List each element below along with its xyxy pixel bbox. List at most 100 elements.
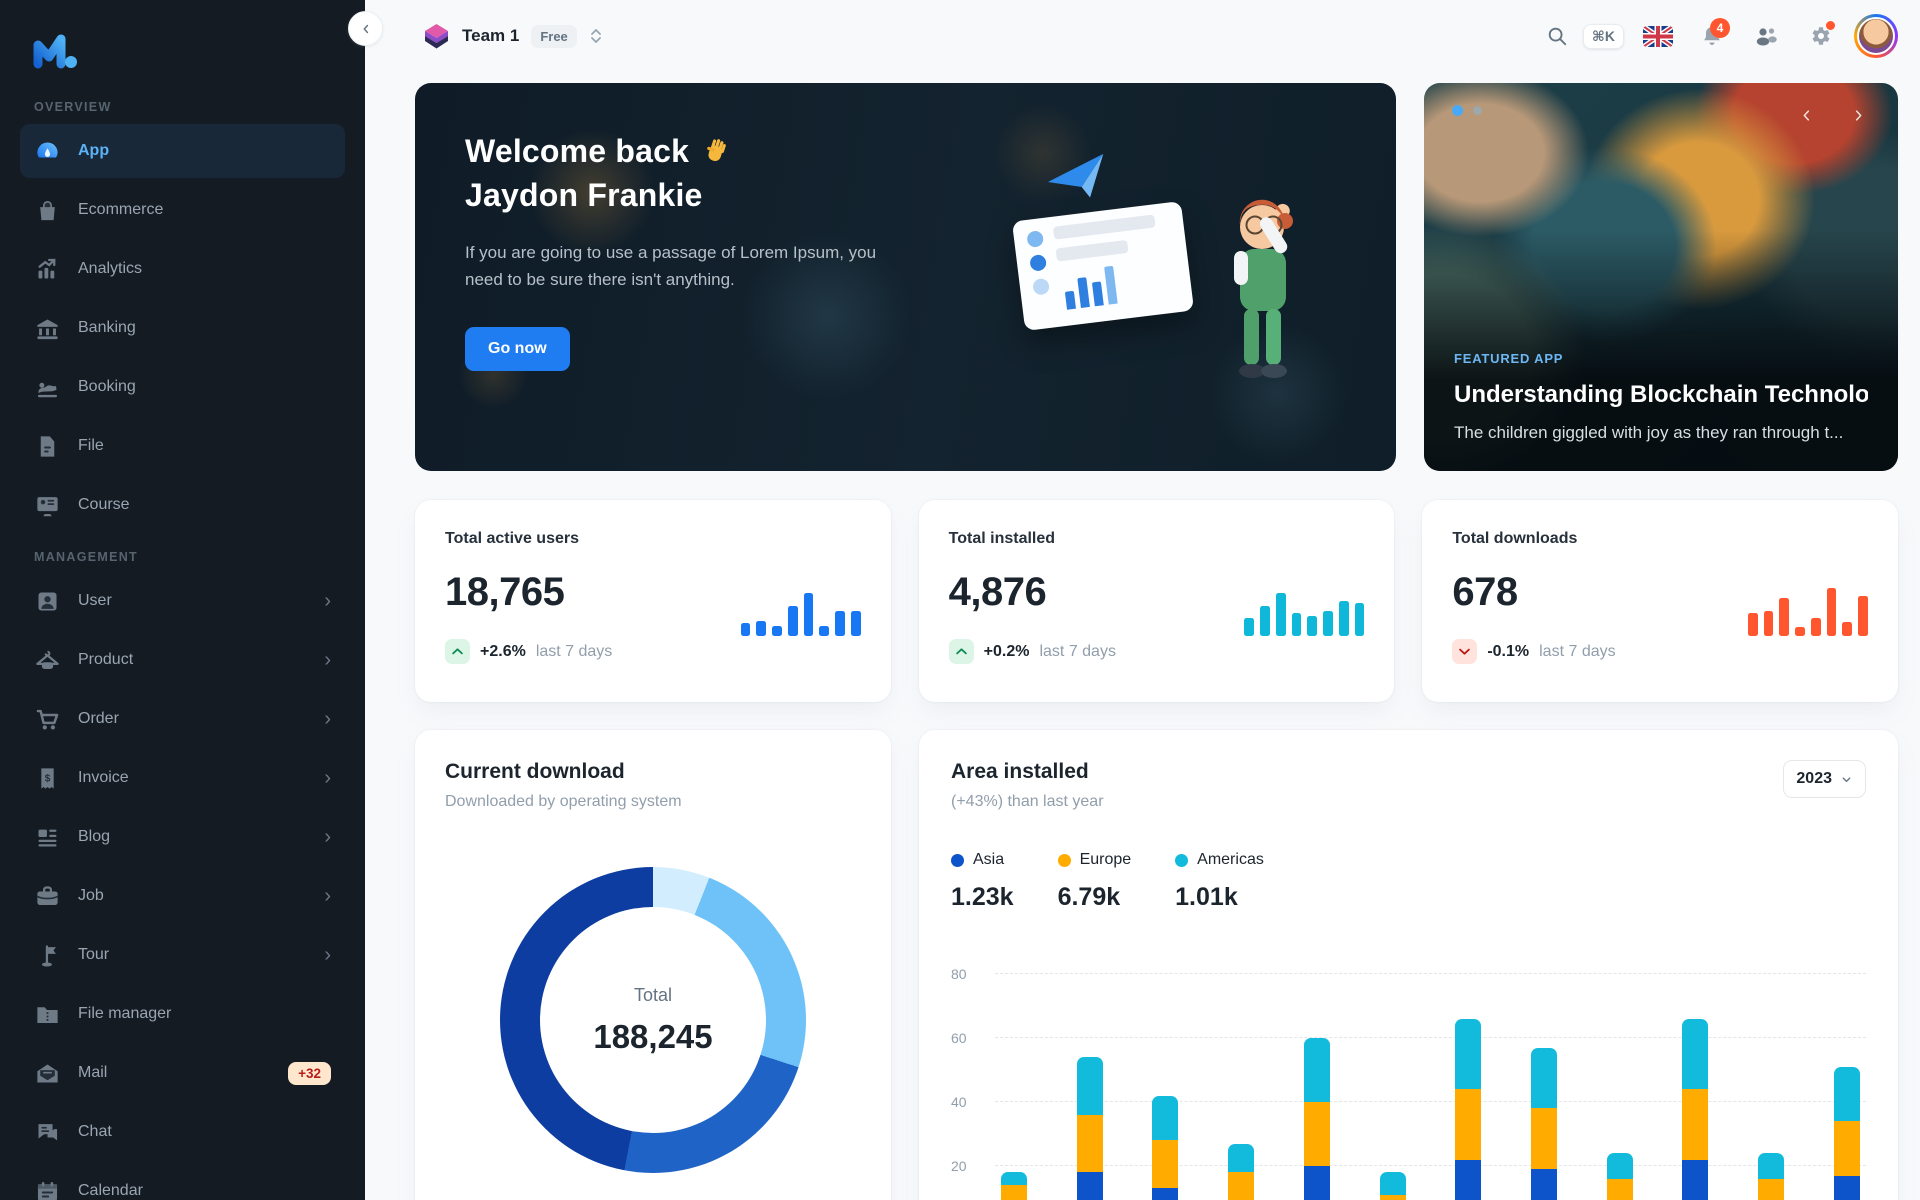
trend-down-icon: [1452, 639, 1478, 664]
shopping-bag-icon: [34, 197, 61, 224]
sidebar-item-label: Chat: [78, 1123, 112, 1140]
sidebar-item-label: App: [78, 142, 110, 159]
bar-segment-europe: [1228, 1172, 1255, 1200]
bar-segment-americas: [1379, 1172, 1406, 1195]
chevron-right-icon: ›: [324, 944, 331, 966]
language-button[interactable]: [1638, 16, 1678, 56]
featured-title[interactable]: Understanding Blockchain Technolo...: [1454, 381, 1868, 408]
chevron-right-icon: ›: [324, 826, 331, 848]
legend-item-americas[interactable]: Americas 1.01k: [1175, 851, 1264, 912]
contacts-button[interactable]: [1746, 16, 1786, 56]
main-area: Team 1 Free ⌘K: [365, 0, 1920, 1200]
sidebar-item-banking[interactable]: Banking: [20, 301, 345, 355]
legend-item-europe[interactable]: Europe 6.79k: [1057, 851, 1132, 912]
go-now-button[interactable]: Go now: [465, 327, 570, 371]
sidebar-item-file-manager[interactable]: File manager: [20, 987, 345, 1041]
workspace-switcher[interactable]: Team 1 Free: [415, 17, 611, 56]
bar-segment-asia: [1682, 1159, 1709, 1200]
bar-segment-americas: [1303, 1038, 1330, 1102]
sidebar-item-product[interactable]: Product ›: [20, 633, 345, 687]
nav-section-label: MANAGEMENT: [34, 550, 138, 564]
welcome-greeting: Welcome back: [465, 133, 690, 169]
active-users-sparkline: [740, 586, 861, 636]
sidebar-item-calendar[interactable]: Calendar: [20, 1164, 345, 1200]
sparkline-bar: [819, 626, 830, 636]
featured-app-card[interactable]: FEATURED APP Understanding Blockchain Te…: [1424, 83, 1898, 471]
header-actions: ⌘K: [1537, 14, 1898, 58]
bar-segment-asia: [1455, 1159, 1482, 1200]
blog-icon: [34, 824, 61, 851]
carousel-arrows: [1788, 97, 1876, 133]
carousel-dot-active[interactable]: [1452, 105, 1463, 116]
stat-value: 18,765: [445, 570, 565, 614]
sparkline-bar: [1260, 606, 1270, 636]
sidebar-item-app[interactable]: App: [20, 124, 345, 178]
bar-segment-europe: [1455, 1089, 1482, 1160]
legend-series-name: Europe: [1079, 851, 1132, 868]
trend-period: last 7 days: [1039, 642, 1116, 660]
bar-segment-americas: [1758, 1153, 1785, 1179]
brand-logo-icon[interactable]: [32, 30, 345, 72]
stacked-bar: [1001, 1172, 1027, 1200]
sidebar-item-tour[interactable]: Tour ›: [20, 928, 345, 982]
sidebar-item-label: Job: [78, 887, 104, 904]
stat-label: Total installed: [948, 530, 1056, 547]
featured-overlay: [1424, 230, 1898, 471]
sidebar-item-blog[interactable]: Blog ›: [20, 810, 345, 864]
welcome-banner: Welcome back Jaydon F: [415, 83, 1396, 471]
sidebar-item-file[interactable]: File: [20, 419, 345, 473]
sidebar-item-booking[interactable]: Booking: [20, 360, 345, 414]
product-icon: [34, 647, 61, 674]
sidebar-item-ecommerce[interactable]: Ecommerce: [20, 183, 345, 237]
notifications-button[interactable]: 4: [1692, 16, 1732, 56]
year-select[interactable]: 2023: [1783, 760, 1866, 798]
sidebar-item-chat[interactable]: Chat: [20, 1105, 345, 1159]
analytics-icon: [34, 256, 61, 283]
top-header: Team 1 Free ⌘K: [365, 0, 1920, 72]
sidebar-item-user[interactable]: User ›: [20, 574, 345, 628]
settings-button[interactable]: [1800, 16, 1840, 56]
chart-legend: Asia 1.23k Europe 6.79k Americas 1.01k: [951, 851, 1866, 912]
stat-label: Total downloads: [1452, 530, 1578, 547]
carousel-next-button[interactable]: [1840, 97, 1876, 133]
tour-flag-icon: [34, 942, 61, 969]
trend-up-icon: [445, 639, 470, 664]
stacked-bar: [1228, 1143, 1255, 1200]
user-avatar[interactable]: [1854, 14, 1898, 58]
bars-row: [1001, 1018, 1860, 1200]
sidebar-item-order[interactable]: Order ›: [20, 692, 345, 746]
sidebar-item-analytics[interactable]: Analytics: [20, 242, 345, 296]
chevron-right-icon: ›: [324, 590, 331, 612]
donut-total-label: Total: [633, 984, 673, 1005]
carousel-prev-button[interactable]: [1788, 97, 1824, 133]
search-button[interactable]: [1537, 16, 1577, 56]
stacked-bar: [1833, 1066, 1860, 1200]
y-axis-tick: 40: [951, 1094, 967, 1110]
briefcase-icon: [34, 883, 61, 910]
area-card-title: Area installed: [951, 760, 1089, 783]
sparkline-bar: [1858, 596, 1868, 636]
legend-series-value: 1.23k: [951, 883, 1014, 911]
stacked-bar: [1076, 1057, 1103, 1200]
trend-delta: +0.2%: [983, 642, 1030, 660]
legend-item-asia[interactable]: Asia 1.23k: [951, 851, 1014, 912]
bar-segment-europe: [1682, 1089, 1709, 1160]
sidebar-item-mail[interactable]: Mail +32: [20, 1046, 345, 1100]
stacked-bar: [1531, 1047, 1558, 1200]
bar-segment-americas: [1833, 1066, 1860, 1122]
sidebar-item-job[interactable]: Job ›: [20, 869, 345, 923]
sidebar-item-course[interactable]: Course: [20, 478, 345, 532]
sidebar-item-invoice[interactable]: $ Invoice ›: [20, 751, 345, 805]
folder-icon: [34, 1001, 61, 1028]
bank-icon: [34, 315, 61, 342]
y-axis-tick: 60: [951, 1030, 967, 1046]
sidebar-collapse-button[interactable]: [348, 11, 383, 46]
bar-segment-europe: [1303, 1102, 1330, 1166]
gridline: 80: [951, 966, 1866, 982]
stacked-bar: [1758, 1153, 1785, 1200]
y-axis-tick: 20: [951, 1158, 967, 1174]
chevron-down-icon: [1842, 776, 1851, 782]
carousel-dot[interactable]: [1473, 106, 1482, 115]
chat-icon: [34, 1119, 61, 1146]
stat-value: 4,876: [948, 570, 1047, 614]
